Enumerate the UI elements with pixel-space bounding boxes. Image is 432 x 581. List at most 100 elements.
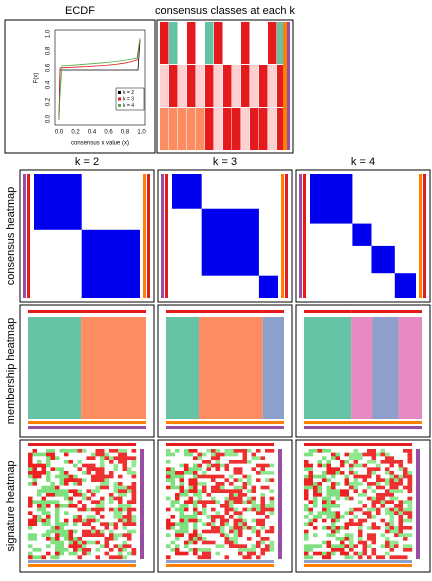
sig-cell bbox=[403, 456, 408, 461]
sig-cell bbox=[349, 478, 354, 483]
sig-cell bbox=[398, 449, 404, 453]
sig-cell bbox=[131, 460, 137, 464]
sig-cell bbox=[184, 515, 189, 519]
sig-cell bbox=[64, 485, 69, 490]
sig-cell bbox=[55, 540, 60, 545]
sig-cell bbox=[304, 544, 309, 549]
sig-cell bbox=[86, 474, 92, 479]
sig-cell bbox=[220, 489, 225, 494]
sig-cell bbox=[256, 489, 261, 494]
sig-cell bbox=[28, 500, 33, 505]
consensus-block bbox=[34, 174, 82, 230]
sig-cell bbox=[215, 496, 221, 501]
sig-cell bbox=[251, 511, 257, 516]
sig-cell bbox=[41, 533, 47, 538]
sig-cell bbox=[362, 551, 368, 556]
sig-cell bbox=[55, 551, 60, 556]
sig-cell bbox=[127, 544, 132, 549]
sig-cell bbox=[367, 452, 372, 457]
sig-cell bbox=[335, 526, 341, 530]
sig-cell bbox=[113, 478, 119, 483]
sig-cell bbox=[184, 500, 189, 505]
sig-cell bbox=[202, 500, 207, 505]
sig-annot bbox=[304, 443, 412, 446]
sig-cell bbox=[349, 555, 354, 560]
sig-cell bbox=[251, 537, 257, 541]
sig-cell bbox=[41, 540, 47, 545]
sig-cell bbox=[211, 452, 216, 457]
sig-cell bbox=[317, 518, 323, 523]
column-label: k = 2 bbox=[75, 156, 99, 168]
sig-cell bbox=[127, 529, 132, 534]
sig-cell bbox=[127, 471, 132, 475]
sig-cell bbox=[229, 507, 234, 512]
sig-cell bbox=[367, 533, 372, 538]
sig-cell bbox=[380, 522, 386, 527]
sig-cell bbox=[122, 522, 128, 527]
sig-cell bbox=[100, 504, 105, 508]
sig-cell bbox=[220, 493, 225, 497]
sig-cell bbox=[215, 474, 221, 479]
sig-cell bbox=[358, 526, 363, 530]
sig-cell bbox=[59, 449, 65, 453]
sig-cell bbox=[211, 478, 216, 483]
sig-cell bbox=[344, 478, 350, 483]
sig-cell bbox=[109, 496, 114, 501]
sig-cell bbox=[122, 533, 128, 538]
sig-cell bbox=[118, 478, 123, 483]
sig-cell bbox=[220, 518, 225, 523]
sig-cell bbox=[308, 537, 314, 541]
sig-cell bbox=[224, 529, 230, 534]
sig-cell bbox=[206, 482, 212, 486]
sig-cell bbox=[407, 449, 413, 453]
sig-cell bbox=[206, 467, 212, 472]
sig-cell bbox=[77, 533, 83, 538]
sig-cell bbox=[326, 507, 332, 512]
sig-cell bbox=[242, 529, 248, 534]
sig-cell bbox=[304, 555, 309, 560]
sig-cell bbox=[28, 544, 33, 549]
sig-cell bbox=[317, 507, 323, 512]
sig-cell bbox=[175, 456, 180, 461]
sig-cell bbox=[313, 482, 318, 486]
sig-cell bbox=[304, 529, 309, 534]
sig-cell bbox=[197, 489, 203, 494]
sig-cell bbox=[113, 456, 119, 461]
sig-cell bbox=[367, 500, 372, 505]
sig-cell bbox=[55, 460, 60, 464]
sig-cell bbox=[109, 460, 114, 464]
sig-cell bbox=[127, 456, 132, 461]
sig-cell bbox=[398, 460, 404, 464]
sig-cell bbox=[95, 548, 101, 552]
sig-cell bbox=[238, 460, 243, 464]
sig-cell bbox=[394, 515, 399, 519]
sig-cell bbox=[202, 522, 207, 527]
sig-cell bbox=[170, 522, 176, 527]
sig-cell bbox=[100, 518, 105, 523]
sig-cell bbox=[113, 471, 119, 475]
sig-cell bbox=[251, 518, 257, 523]
sig-cell bbox=[188, 551, 194, 556]
sig-cell bbox=[202, 449, 207, 453]
sig-cell bbox=[335, 555, 341, 560]
class-cell bbox=[277, 65, 286, 107]
sig-cell bbox=[331, 555, 336, 560]
sig-cell bbox=[46, 463, 51, 468]
sig-cell bbox=[353, 518, 359, 523]
sig-cell bbox=[238, 496, 243, 501]
sig-annot bbox=[304, 560, 412, 563]
sig-cell bbox=[100, 555, 105, 560]
membership-block bbox=[81, 317, 146, 419]
sig-cell bbox=[64, 452, 69, 457]
sig-cell bbox=[398, 493, 404, 497]
legend-box bbox=[115, 87, 145, 111]
sig-cell bbox=[100, 471, 105, 475]
sig-cell bbox=[77, 474, 83, 479]
sig-cell bbox=[28, 489, 33, 494]
sig-cell bbox=[389, 471, 395, 475]
sig-cell bbox=[308, 504, 314, 508]
sig-cell bbox=[398, 537, 404, 541]
sig-cell bbox=[109, 548, 114, 552]
sig-cell bbox=[215, 518, 221, 523]
sig-cell bbox=[358, 518, 363, 523]
